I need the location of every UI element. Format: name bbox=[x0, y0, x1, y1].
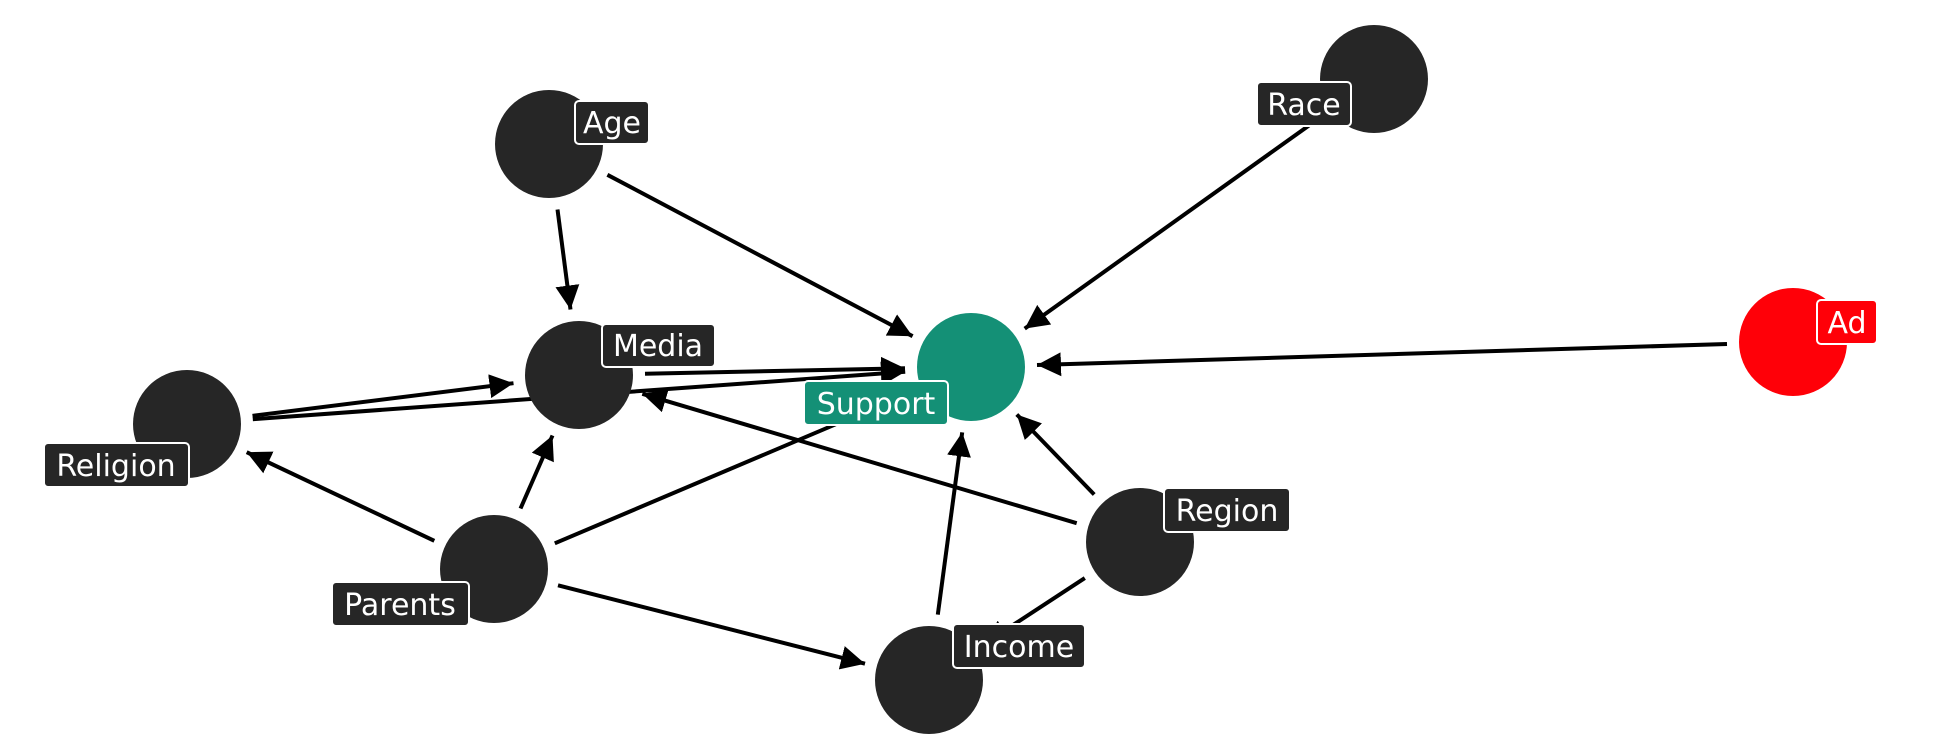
edge-income-to-support bbox=[935, 432, 971, 615]
edge-ad-to-support bbox=[1036, 342, 1728, 377]
node-parents[interactable]: Parents bbox=[331, 515, 548, 627]
node-support[interactable]: Support bbox=[803, 313, 1025, 426]
node-parents-label: Parents bbox=[344, 588, 456, 623]
node-income-label: Income bbox=[964, 630, 1074, 665]
node-religion[interactable]: Religion bbox=[43, 370, 241, 488]
edge-parents-to-religion bbox=[245, 450, 436, 543]
node-media-label: Media bbox=[613, 329, 703, 364]
edge-race-to-support bbox=[1023, 115, 1322, 331]
node-ad-label-box bbox=[1816, 299, 1878, 345]
edge-religion-to-media bbox=[252, 374, 514, 418]
node-religion-label-box bbox=[43, 442, 190, 488]
node-religion-label: Religion bbox=[56, 449, 175, 484]
node-age-label: Age bbox=[583, 106, 641, 141]
node-ad-label: Ad bbox=[1827, 306, 1866, 341]
node-support-label-box bbox=[803, 380, 949, 426]
node-region-label: Region bbox=[1176, 494, 1279, 529]
node-parents-label-box bbox=[331, 581, 470, 627]
node-income-label-box bbox=[952, 623, 1086, 669]
node-race-label: Race bbox=[1267, 88, 1341, 123]
edge-region-to-media bbox=[641, 389, 1078, 526]
node-income[interactable]: Income bbox=[875, 623, 1086, 734]
node-race-label-box bbox=[1256, 81, 1352, 127]
node-support-label: Support bbox=[817, 387, 936, 422]
node-region[interactable]: Region bbox=[1086, 487, 1291, 596]
node-media[interactable]: Media bbox=[525, 321, 716, 429]
edge-age-to-media bbox=[555, 209, 580, 310]
edge-media-to-support bbox=[644, 356, 906, 381]
node-ad[interactable]: Ad bbox=[1739, 288, 1878, 396]
node-race[interactable]: Race bbox=[1256, 25, 1428, 133]
edge-age-to-support bbox=[606, 173, 914, 338]
node-age[interactable]: Age bbox=[495, 90, 650, 198]
node-age-label-box bbox=[574, 100, 650, 145]
edge-parents-to-media bbox=[518, 434, 555, 510]
node-region-label-box bbox=[1163, 487, 1291, 533]
nodes: Age Race Media Support Ad Religion bbox=[43, 25, 1878, 734]
node-media-label-box bbox=[601, 323, 716, 368]
edge-parents-to-income bbox=[557, 583, 866, 670]
edge-region-to-support bbox=[1015, 413, 1096, 496]
